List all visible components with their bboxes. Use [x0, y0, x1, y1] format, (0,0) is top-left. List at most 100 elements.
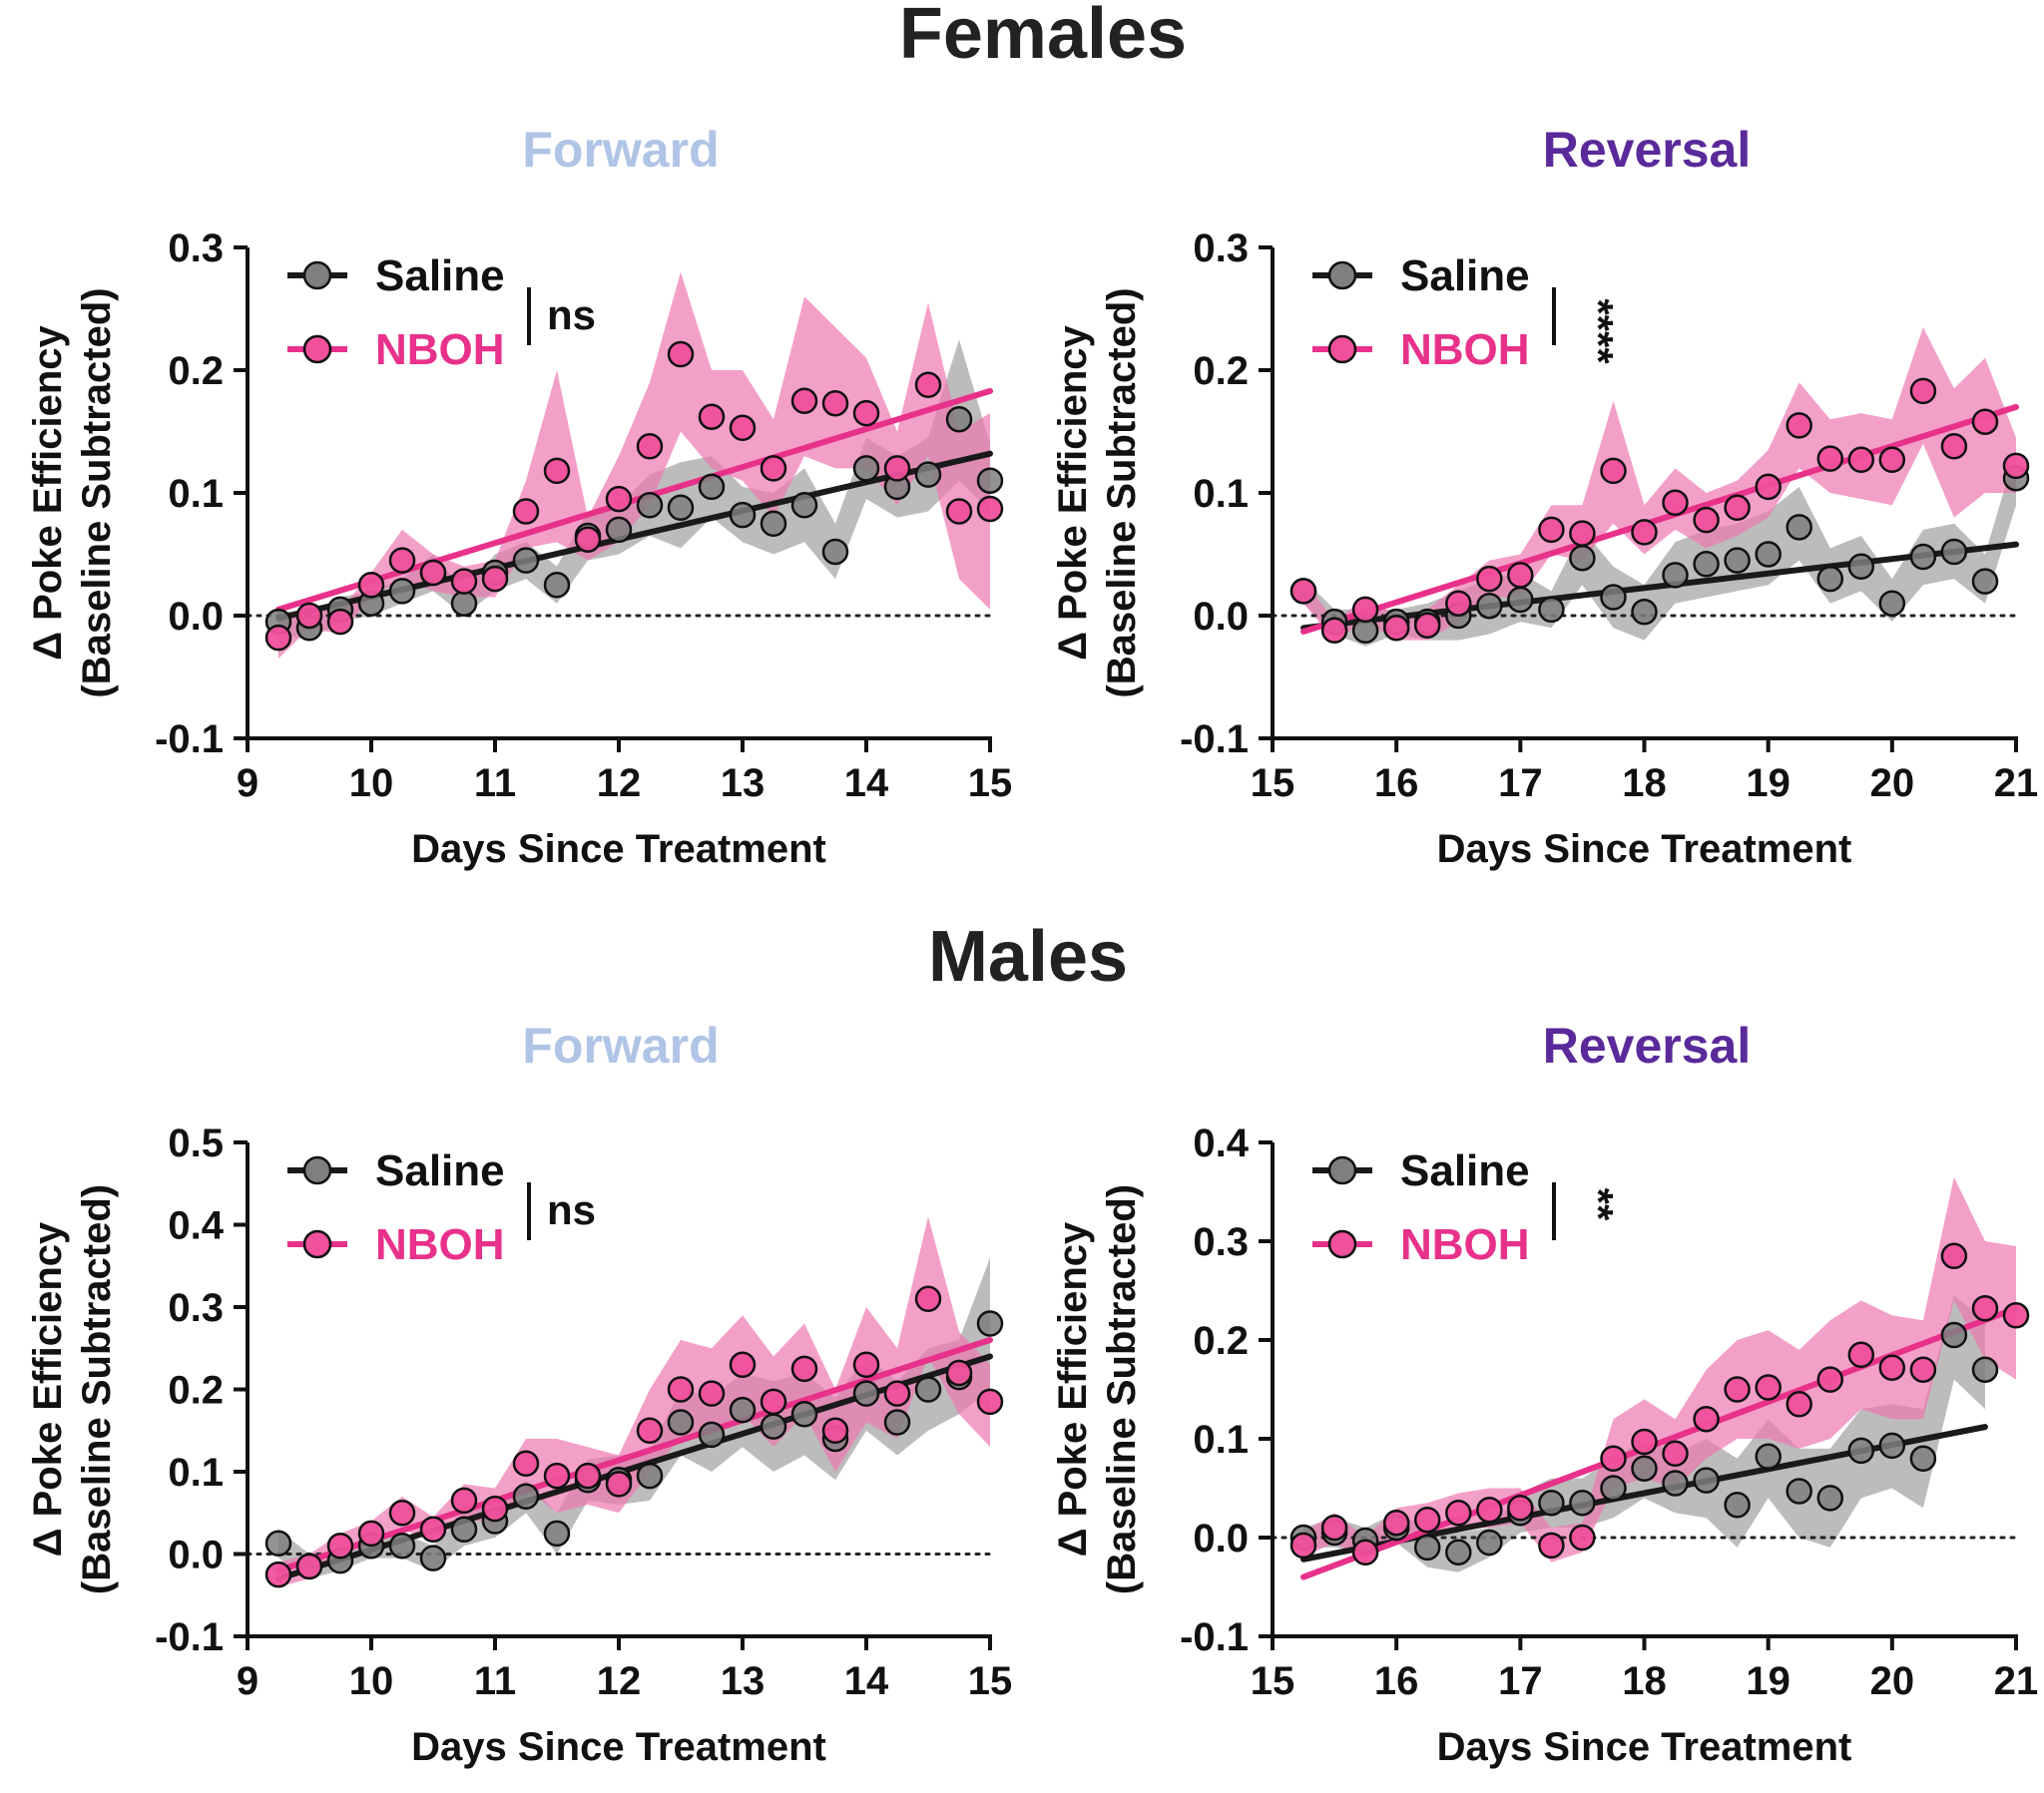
- legend-nboh-label: NBOH: [1400, 325, 1530, 374]
- saline-data-point: [636, 492, 664, 519]
- nboh-data-point: [976, 495, 1004, 523]
- y-tick-label: 0.0: [1193, 1517, 1249, 1561]
- y-tick-label: -0.1: [1180, 1615, 1249, 1659]
- y-axis-label-line1: Δ Poke Efficiency: [1051, 324, 1095, 660]
- legend-saline-label: Saline: [1400, 1146, 1530, 1195]
- saline-data-point: [1909, 1445, 1937, 1473]
- x-tick-label: 12: [597, 1659, 642, 1703]
- nboh-data-point: [264, 1561, 292, 1588]
- saline-data-point: [667, 494, 695, 522]
- nboh-data-point: [1569, 1524, 1596, 1552]
- nboh-data-point: [1724, 494, 1751, 522]
- x-tick-label: 16: [1374, 1659, 1419, 1703]
- nboh-data-point: [1445, 1500, 1472, 1527]
- saline-data-point: [1600, 1475, 1627, 1502]
- nboh-data-point: [1320, 1514, 1348, 1542]
- saline-data-point: [1538, 596, 1565, 624]
- nboh-data-point: [481, 565, 509, 593]
- nboh-data-point: [543, 457, 571, 485]
- x-axis-label: Days Since Treatment: [1437, 827, 1852, 871]
- x-tick-label: 14: [844, 1659, 889, 1703]
- saline-data-point: [914, 461, 942, 488]
- y-tick-label: 0.2: [1193, 1319, 1249, 1363]
- nboh-band: [278, 1216, 990, 1587]
- chart-panel-males-forward: Forward -0.1 0.0 0.1 0.2 0.3 0.4 0.5 9 10 11 12 13 14…: [26, 1018, 1012, 1769]
- y-tick-label: 0.0: [168, 595, 224, 639]
- y-tick-label: 0.1: [168, 472, 224, 516]
- saline-data-point: [760, 510, 787, 538]
- y-tick-label: 0.2: [168, 349, 224, 393]
- legend-nboh-marker: [1327, 1229, 1357, 1259]
- nboh-data-point: [2002, 452, 2030, 480]
- nboh-data-point: [1724, 1376, 1751, 1403]
- significance-label: ****: [1575, 298, 1622, 364]
- saline-data-point: [1724, 1492, 1751, 1519]
- nboh-data-point: [883, 1380, 911, 1407]
- nboh-data-point: [1847, 1341, 1875, 1369]
- nboh-data-point: [388, 547, 416, 574]
- y-tick-label: 0.3: [168, 1286, 224, 1330]
- nboh-data-point: [821, 389, 849, 417]
- nboh-data-point: [1631, 519, 1658, 546]
- x-tick-label: 15: [968, 1659, 1013, 1703]
- saline-data-point: [852, 1380, 880, 1407]
- saline-data-point: [543, 572, 571, 599]
- y-tick-label: 0.0: [1193, 595, 1249, 639]
- saline-data-point: [852, 455, 880, 482]
- nboh-data-point: [698, 403, 726, 430]
- y-tick-label: 0.4: [168, 1204, 224, 1248]
- saline-data-point: [1662, 1470, 1689, 1497]
- y-tick-label: 0.0: [168, 1534, 224, 1577]
- x-axis-label: Days Since Treatment: [411, 1725, 826, 1769]
- nboh-data-point: [1289, 578, 1317, 605]
- saline-data-point: [636, 1462, 664, 1490]
- y-axis-label-line1: Δ Poke Efficiency: [26, 324, 70, 660]
- legend-nboh-label: NBOH: [1400, 1220, 1530, 1269]
- legend-saline-marker: [302, 260, 332, 290]
- nboh-data-point: [1413, 612, 1441, 640]
- nboh-data-point: [1600, 1445, 1627, 1473]
- nboh-data-point: [667, 340, 695, 368]
- x-tick-label: 21: [1994, 1659, 2039, 1703]
- x-tick-label: 19: [1746, 761, 1790, 805]
- nboh-data-point: [605, 1471, 633, 1498]
- nboh-data-point: [667, 1376, 695, 1403]
- x-tick-label: 15: [968, 761, 1013, 805]
- nboh-data-point: [1971, 408, 1999, 435]
- nboh-data-point: [1320, 617, 1348, 645]
- nboh-data-point: [264, 624, 292, 652]
- saline-data-point: [1971, 1356, 1999, 1383]
- nboh-data-point: [1755, 473, 1782, 501]
- saline-data-point: [1847, 1437, 1875, 1465]
- nboh-data-point: [1507, 562, 1534, 589]
- saline-data-point: [1786, 514, 1812, 541]
- saline-data-point: [1878, 590, 1906, 617]
- nboh-data-point: [1878, 1354, 1906, 1381]
- x-tick-label: 12: [597, 761, 642, 805]
- y-axis-label-line2: (Baseline Subtracted): [1100, 287, 1144, 697]
- nboh-data-point: [883, 455, 911, 482]
- x-tick-label: 19: [1746, 1659, 1790, 1703]
- nboh-data-point: [914, 1285, 942, 1313]
- nboh-data-point: [1569, 520, 1596, 547]
- nboh-data-point: [729, 1351, 757, 1379]
- y-tick-label: 0.4: [1193, 1121, 1249, 1165]
- nboh-data-point: [636, 1417, 664, 1445]
- y-tick-label: 0.5: [168, 1121, 224, 1165]
- saline-data-point: [1940, 1321, 1968, 1349]
- nboh-data-point: [790, 387, 818, 415]
- nboh-data-point: [388, 1500, 416, 1527]
- nboh-data-point: [945, 498, 973, 525]
- x-axis-label: Days Since Treatment: [411, 827, 826, 871]
- saline-data-point: [821, 538, 849, 566]
- nboh-data-point: [295, 602, 323, 630]
- saline-data-point: [1816, 565, 1844, 593]
- saline-data-point: [1693, 1467, 1720, 1494]
- saline-data-point: [1971, 568, 1999, 595]
- nboh-data-point: [760, 455, 787, 482]
- y-axis-label-line2: (Baseline Subtracted): [75, 1184, 119, 1594]
- y-tick-label: 0.3: [1193, 226, 1249, 270]
- x-tick-label: 20: [1870, 761, 1915, 805]
- x-tick-label: 9: [237, 761, 258, 805]
